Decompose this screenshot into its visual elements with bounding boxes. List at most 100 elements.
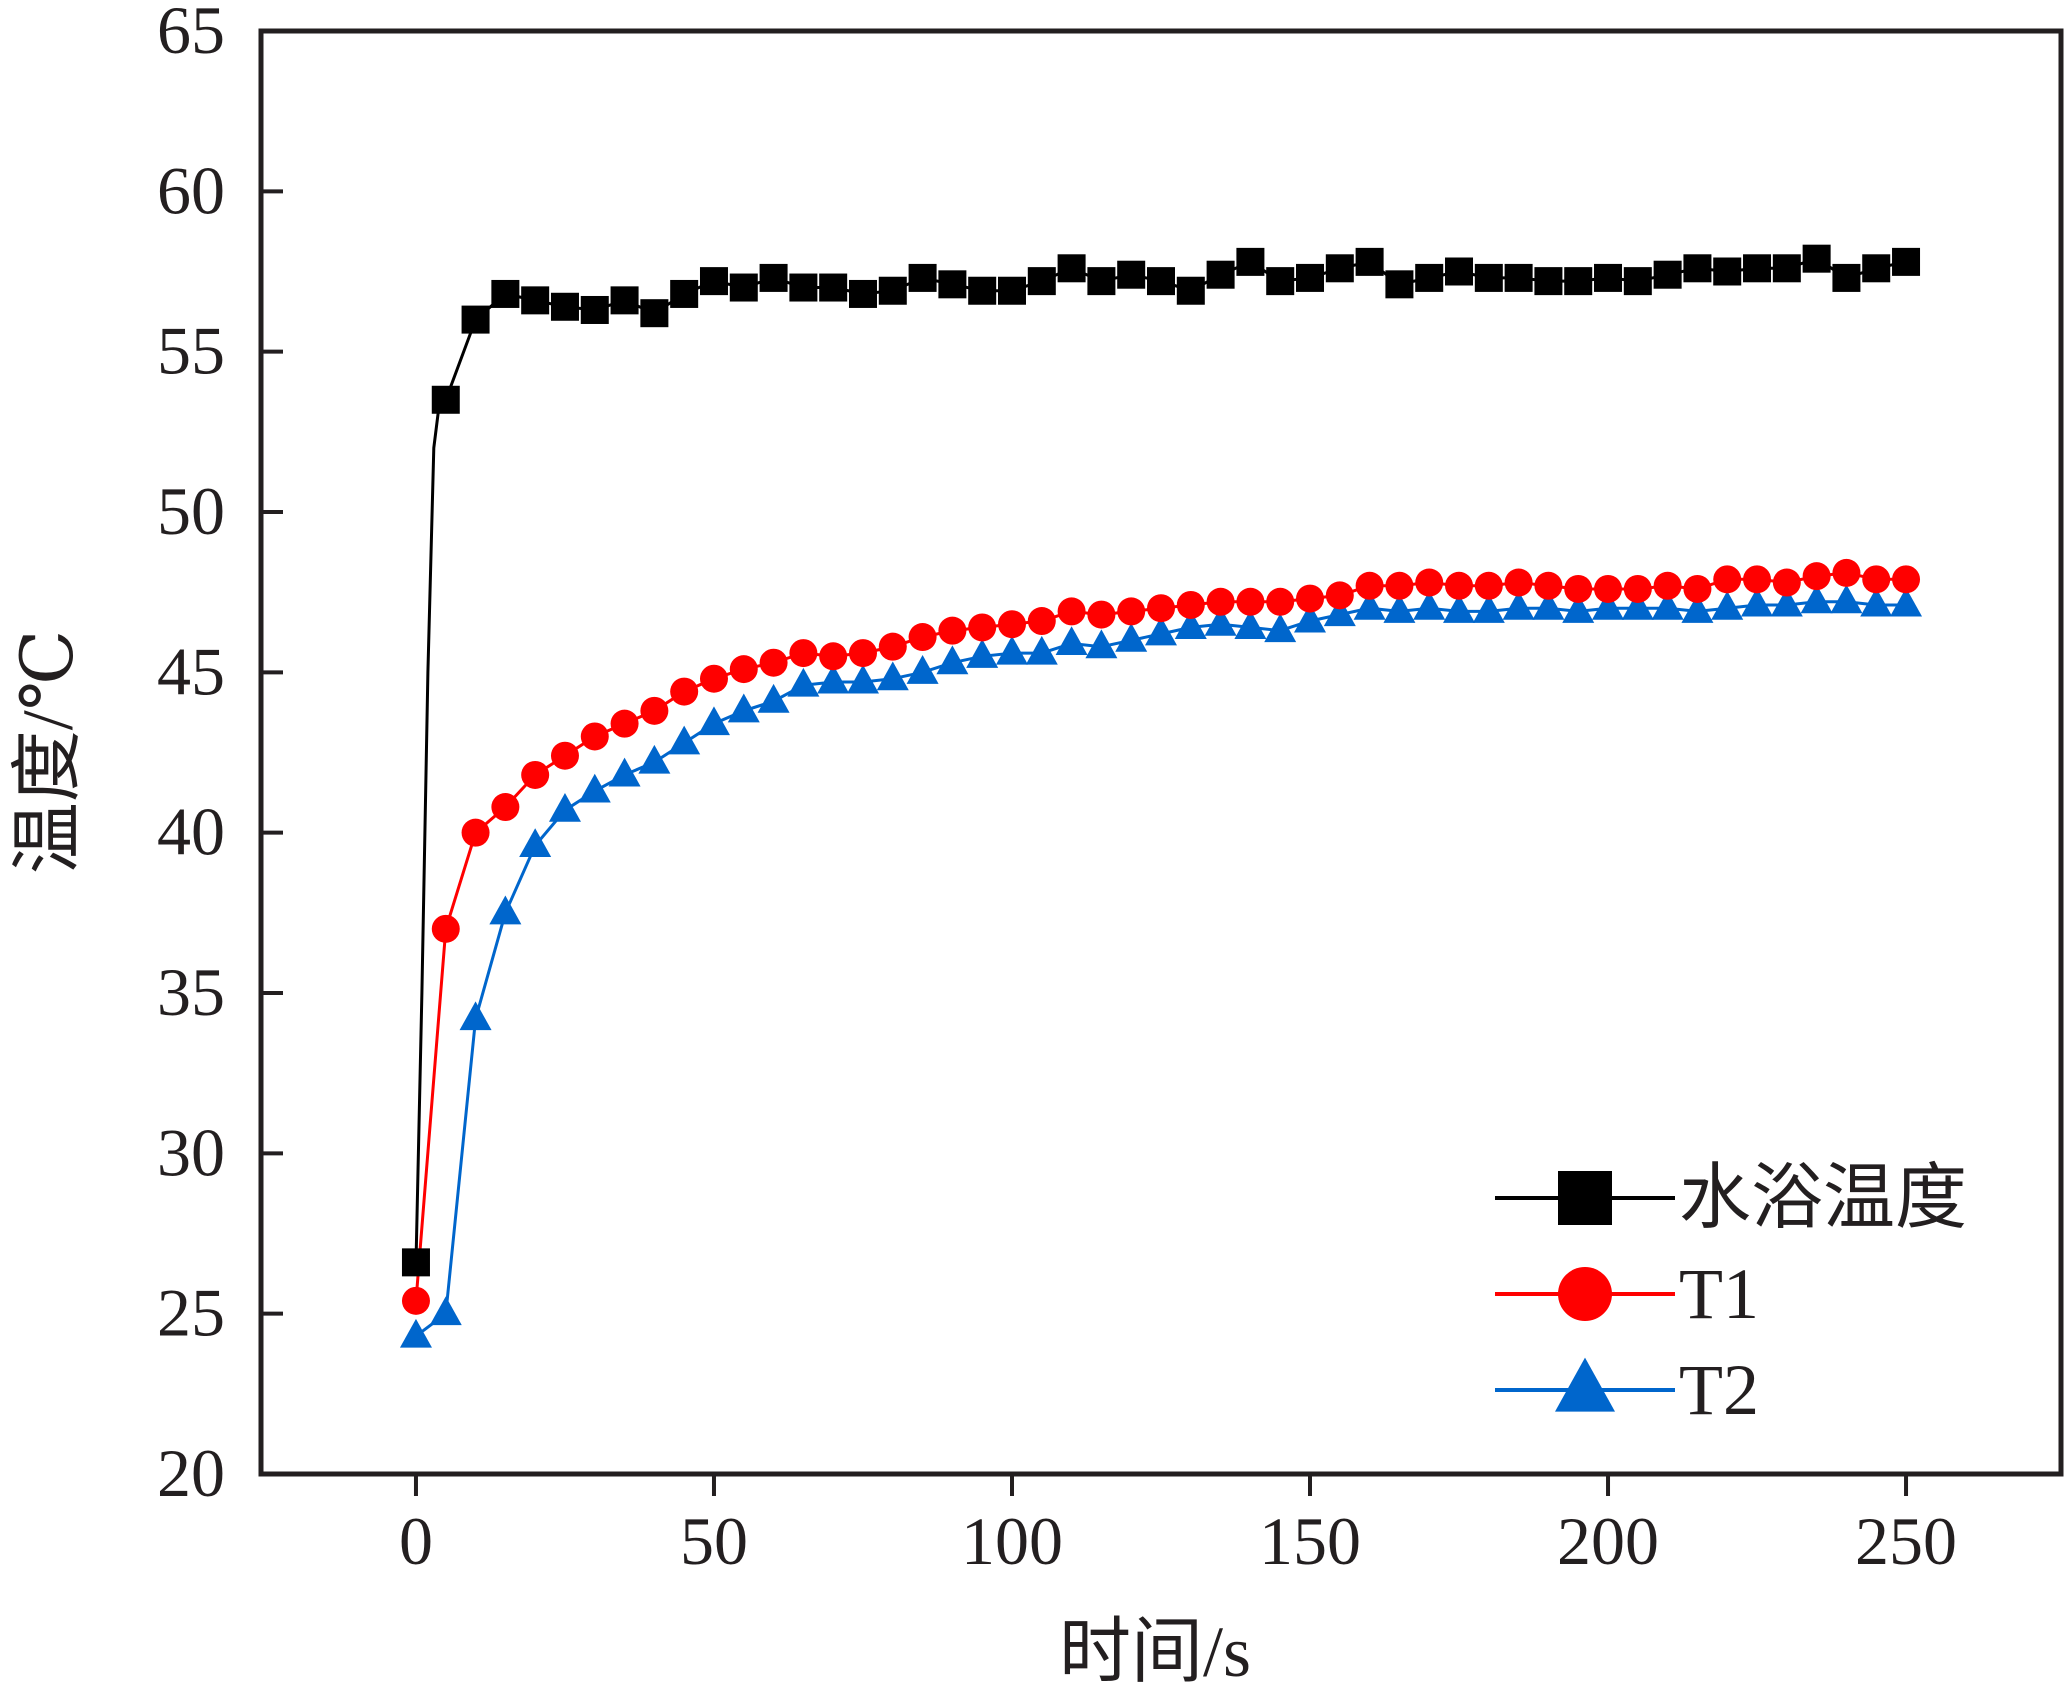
data-point [966, 639, 999, 668]
data-point [729, 273, 758, 302]
data-point [819, 642, 848, 671]
data-point [817, 664, 850, 694]
legend-label: T2 [1679, 1350, 1759, 1430]
data-point [1445, 571, 1474, 600]
data-point [1534, 267, 1563, 296]
data-point [789, 273, 818, 302]
data-point [519, 828, 552, 858]
data-point [401, 1286, 430, 1315]
data-point [938, 616, 967, 645]
x-axis: 0 50 100 150 200 250 [399, 1474, 1957, 1579]
data-point [1534, 571, 1563, 600]
data-point [1323, 597, 1356, 627]
data-point [1504, 568, 1533, 597]
data-point [1743, 565, 1772, 594]
data-point [1296, 584, 1325, 613]
data-point [1087, 600, 1116, 629]
data-point [819, 273, 848, 302]
data-point [936, 645, 969, 675]
data-point [727, 693, 760, 723]
data-point [1713, 257, 1742, 286]
data-point [1890, 587, 1923, 617]
data-point [640, 299, 669, 328]
data-point [1383, 594, 1416, 623]
data-point [1087, 267, 1116, 296]
data-point [1145, 616, 1177, 646]
data-point [1147, 267, 1175, 296]
data-point [968, 276, 997, 305]
data-point [550, 741, 579, 770]
data-point [1653, 260, 1682, 289]
series-1 [401, 244, 1921, 1277]
data-point [1653, 571, 1682, 600]
y-tick-label: 60 [157, 152, 225, 228]
x-tick-label: 50 [680, 1503, 748, 1579]
data-point [1057, 254, 1086, 283]
data-point [1592, 590, 1625, 620]
legend-item: T1 [1495, 1254, 1759, 1334]
data-point [1176, 276, 1205, 305]
data-point [1147, 594, 1175, 623]
data-point [1681, 594, 1714, 623]
data-point [1176, 590, 1205, 619]
data-point [610, 286, 639, 315]
data-point [1772, 568, 1801, 597]
data-point [997, 610, 1026, 639]
data-point [1325, 254, 1354, 283]
data-point [1800, 584, 1833, 614]
y-tick-label: 45 [157, 633, 225, 709]
data-point [431, 385, 460, 414]
data-point [1741, 587, 1774, 617]
data-point [431, 914, 460, 943]
data-point [1266, 267, 1295, 296]
data-point [1445, 257, 1474, 286]
data-point [1772, 254, 1801, 283]
data-point [968, 613, 997, 642]
data-point [878, 632, 907, 661]
data-point [997, 276, 1026, 305]
data-point [1832, 558, 1861, 587]
data-point [757, 683, 790, 713]
x-tick-label: 250 [1855, 1503, 1957, 1579]
data-point [906, 655, 939, 684]
data-point [1770, 587, 1803, 617]
data-point [1502, 590, 1535, 620]
data-point [1892, 565, 1921, 594]
y-tick-label: 30 [157, 1114, 225, 1190]
data-point [1832, 263, 1861, 292]
data-point [1117, 260, 1146, 289]
data-point [1353, 590, 1386, 620]
data-point [1027, 607, 1056, 636]
data-point [1415, 568, 1444, 597]
data-point [521, 286, 550, 315]
series-2 [401, 558, 1921, 1315]
data-point [1711, 590, 1744, 620]
data-point [461, 818, 490, 847]
data-point [1413, 590, 1446, 620]
data-point [1623, 574, 1652, 603]
data-point [697, 706, 730, 736]
data-point [1085, 629, 1118, 659]
data-point [491, 279, 520, 308]
y-tick-label: 35 [157, 954, 225, 1030]
data-point [1234, 610, 1267, 639]
data-point [1594, 263, 1623, 292]
data-point [1713, 565, 1742, 594]
x-tick-label: 150 [1259, 1503, 1361, 1579]
data-point [876, 661, 909, 691]
data-point [848, 279, 877, 308]
data-point [521, 760, 550, 789]
data-point [848, 639, 877, 668]
y-tick-label: 20 [157, 1435, 225, 1511]
data-point [759, 648, 788, 677]
data-point [1621, 590, 1654, 620]
data-point [846, 664, 879, 694]
y-tick-label: 55 [157, 313, 225, 389]
data-point [1385, 270, 1414, 299]
data-point [1027, 267, 1056, 296]
data-point [1743, 254, 1772, 283]
data-point [1325, 581, 1354, 610]
data-point [429, 1296, 462, 1326]
y-tick-label: 50 [157, 473, 225, 549]
data-point [461, 305, 490, 334]
